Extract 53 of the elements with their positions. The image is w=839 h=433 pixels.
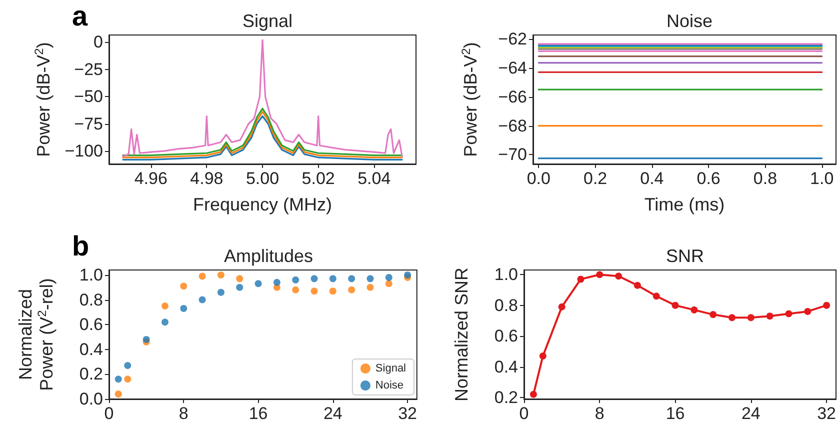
text: a — [72, 0, 88, 32]
x-tick-label: 1.0 — [810, 169, 834, 188]
y-tick-label: 0.6 — [494, 326, 518, 346]
chart-title: Noise — [666, 11, 713, 31]
y-tick-label: −75 — [74, 114, 103, 134]
y-tick-label: −66 — [498, 87, 527, 106]
y-tick-label: −68 — [498, 116, 527, 136]
x-tick-label: 32 — [817, 404, 836, 423]
x-tick-label: 5.02 — [302, 169, 335, 188]
x-tick-label: 4.96 — [134, 169, 168, 188]
y-axis-title: Normalized SNR — [452, 267, 472, 402]
x-tick-label: 0.0 — [526, 169, 550, 188]
y-axis-title: Power (dB-V2) — [32, 42, 54, 157]
y-tick-label: −62 — [498, 29, 527, 48]
x-tick-label: 0.8 — [753, 169, 778, 188]
y-tick-label: 0.8 — [79, 290, 103, 310]
y-tick-label: −64 — [498, 58, 527, 78]
y-tick-label: −100 — [64, 141, 103, 160]
x-tick-label: 16 — [248, 404, 268, 423]
x-tick-label: 0.4 — [640, 169, 664, 188]
y-tick-label: 0.2 — [79, 364, 103, 384]
chart-title: Amplitudes — [224, 246, 314, 266]
x-tick-label: 0.6 — [696, 169, 720, 188]
chart-title: SNR — [666, 246, 704, 266]
y-tick-label: 1.0 — [494, 265, 518, 284]
x-tick-label: 32 — [398, 404, 418, 423]
text: b — [72, 230, 90, 262]
x-axis-title: Time (ms) — [644, 194, 725, 214]
x-tick-label: 24 — [323, 404, 342, 423]
x-tick-label: 5.04 — [358, 169, 391, 188]
y-tick-label: −25 — [74, 60, 103, 79]
x-tick-label: 24 — [741, 404, 760, 423]
y-tick-label: 0.8 — [494, 296, 518, 315]
x-tick-label: 16 — [666, 404, 685, 423]
y-axis-title: Power (dB-V2) — [459, 42, 480, 157]
x-tick-label: 8 — [594, 404, 604, 423]
y-tick-label: 0 — [94, 32, 103, 52]
x-tick-label: 8 — [178, 404, 188, 423]
legend-label: Noise — [375, 380, 404, 392]
x-tick-label: 5.00 — [246, 169, 280, 188]
chart-title: Signal — [242, 11, 293, 31]
y-tick-label: 0.6 — [79, 315, 103, 334]
y-tick-label: 0.2 — [494, 388, 518, 407]
y-tick-label: 0.0 — [79, 390, 103, 408]
legend-label: Signal — [375, 362, 406, 374]
y-tick-label: 0.4 — [494, 357, 518, 376]
y-tick-label: −70 — [498, 145, 527, 164]
y-tick-label: 1.0 — [79, 265, 103, 284]
y-tick-label: −50 — [74, 87, 103, 106]
y-tick-label: 0.4 — [79, 340, 103, 359]
x-tick-label: 0.2 — [583, 169, 608, 188]
x-axis-title: Frequency (MHz) — [192, 194, 332, 214]
x-tick-label: 4.98 — [190, 169, 224, 188]
